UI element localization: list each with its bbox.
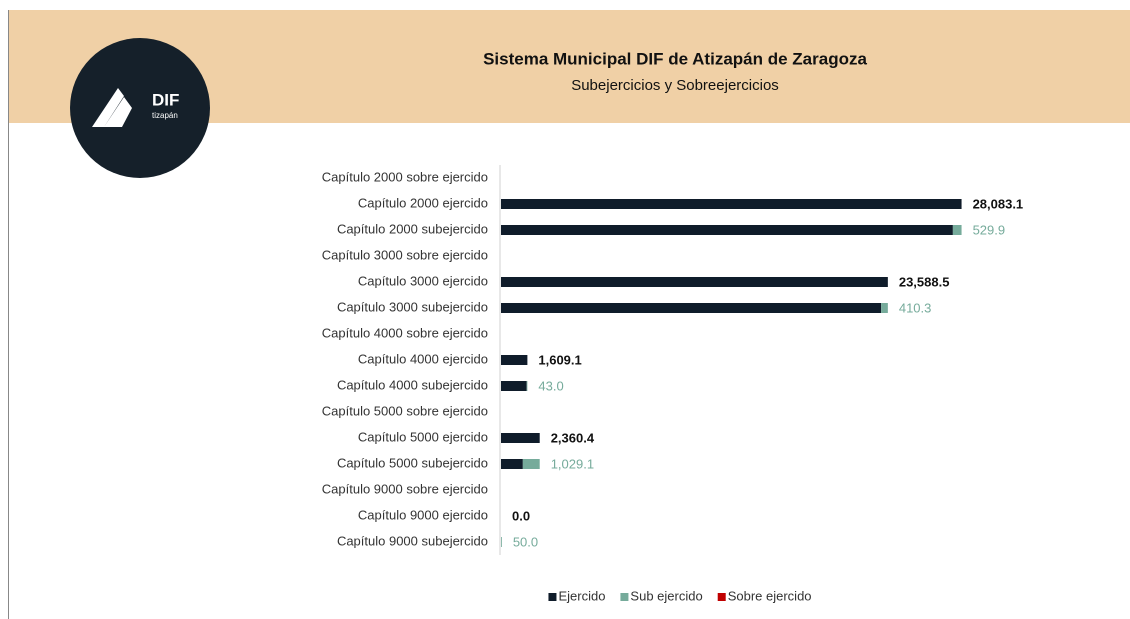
category-label: Capítulo 4000 ejercido (358, 351, 488, 366)
bar-segment (952, 225, 962, 235)
logo-text: DIF (152, 90, 179, 109)
logo-subtext: tizapán (152, 111, 178, 120)
bar-segment (501, 303, 882, 313)
category-label: Capítulo 3000 subejercido (337, 299, 488, 314)
bar-segment (501, 381, 527, 391)
bar-segment (522, 459, 540, 469)
logo-circle (70, 38, 210, 178)
legend-label: Sobre ejercido (728, 588, 812, 603)
legend-swatch (620, 593, 629, 601)
data-label: 2,360.4 (551, 430, 595, 445)
category-label: Capítulo 3000 sobre ejercido (322, 247, 488, 262)
bar-segment (501, 199, 962, 209)
category-label: Capítulo 2000 sobre ejercido (322, 169, 488, 184)
bar-segment (881, 303, 888, 313)
category-label: Capítulo 2000 subejercido (337, 221, 488, 236)
logo: DIF tizapán (70, 38, 210, 178)
category-label: Capítulo 4000 sobre ejercido (322, 325, 488, 340)
legend-label: Sub ejercido (630, 588, 702, 603)
bar-segment (501, 459, 523, 469)
bar-segment (501, 277, 888, 287)
chart-title: Sistema Municipal DIF de Atizapán de Zar… (483, 49, 867, 68)
category-label: Capítulo 9000 sobre ejercido (322, 481, 488, 496)
bar-segment (501, 433, 540, 443)
bar-segment (501, 537, 502, 547)
data-label: 0.0 (512, 508, 530, 523)
category-label: Capítulo 5000 ejercido (358, 429, 488, 444)
bar-segment (526, 381, 528, 391)
data-label: 1,609.1 (538, 352, 581, 367)
category-label: Capítulo 9000 ejercido (358, 507, 488, 522)
data-label: 1,029.1 (551, 456, 594, 471)
data-label: 50.0 (513, 534, 538, 549)
chart-subtitle: Subejercicios y Sobreejercicios (571, 77, 779, 94)
data-label: 23,588.5 (899, 274, 950, 289)
bar-segment (501, 225, 953, 235)
legend-swatch (717, 593, 726, 601)
category-label: Capítulo 2000 ejercido (358, 195, 488, 210)
legend-swatch (548, 593, 557, 601)
data-label: 28,083.1 (973, 196, 1024, 211)
category-label: Capítulo 5000 subejercido (337, 455, 488, 470)
data-label: 43.0 (538, 378, 563, 393)
legend-label: Ejercido (558, 588, 605, 603)
category-label: Capítulo 4000 subejercido (337, 377, 488, 392)
data-label: 410.3 (899, 300, 932, 315)
bar-segment (501, 355, 528, 365)
category-label: Capítulo 5000 sobre ejercido (322, 403, 488, 418)
category-label: Capítulo 9000 subejercido (337, 533, 488, 548)
category-label: Capítulo 3000 ejercido (358, 273, 488, 288)
logo-icon (92, 88, 132, 127)
data-label: 529.9 (973, 222, 1006, 237)
